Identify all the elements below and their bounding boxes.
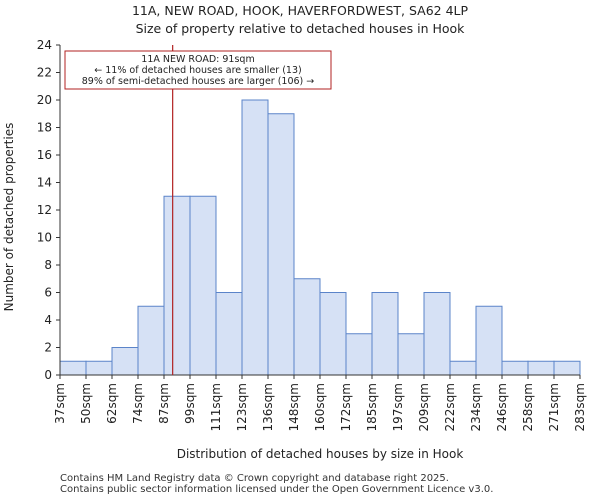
y-tick-label: 16 (37, 148, 52, 162)
x-tick-label: 111sqm (209, 383, 223, 431)
annotation-line: ← 11% of detached houses are smaller (13… (94, 65, 301, 76)
x-tick-label: 87sqm (157, 383, 171, 424)
x-tick-label: 62sqm (105, 383, 119, 424)
x-tick-label: 148sqm (287, 383, 301, 431)
x-tick-label: 234sqm (469, 383, 483, 431)
bar (397, 333, 425, 376)
footer-line-2: Contains public sector information licen… (60, 484, 494, 495)
bar (241, 99, 269, 376)
x-tick-label: 37sqm (53, 383, 67, 424)
x-tick-label: 283sqm (573, 383, 587, 431)
bar (553, 360, 581, 376)
chart-title: 11A, NEW ROAD, HOOK, HAVERFORDWEST, SA62… (131, 3, 469, 18)
x-tick-label: 222sqm (443, 383, 457, 431)
y-axis-label: Number of detached properties (2, 123, 16, 312)
x-tick-label: 209sqm (417, 383, 431, 431)
y-tick-label: 6 (44, 286, 52, 300)
y-tick-label: 8 (44, 258, 52, 272)
x-tick-label: 172sqm (339, 383, 353, 431)
bar (319, 292, 347, 376)
bar (371, 292, 399, 376)
bar (215, 292, 243, 376)
bar (85, 360, 113, 376)
bar (501, 360, 529, 376)
annotation-line: 89% of semi-detached houses are larger (… (82, 76, 315, 87)
annotation-box (64, 50, 332, 90)
bar (189, 195, 217, 376)
bar (59, 360, 87, 376)
x-tick-label: 123sqm (235, 383, 249, 431)
x-tick-label: 271sqm (547, 383, 561, 431)
bar (449, 360, 477, 376)
y-tick-label: 18 (37, 121, 52, 135)
y-tick-label: 12 (37, 203, 52, 217)
y-tick-label: 22 (37, 66, 52, 80)
bar (163, 195, 191, 376)
bar (293, 278, 321, 376)
bar (527, 360, 555, 376)
x-tick-label: 185sqm (365, 383, 379, 431)
bar (137, 305, 165, 376)
y-tick-label: 20 (37, 93, 52, 107)
x-tick-label: 74sqm (131, 383, 145, 424)
bar (423, 292, 451, 376)
x-tick-label: 197sqm (391, 383, 405, 431)
y-tick-label: 10 (37, 231, 52, 245)
x-tick-label: 136sqm (261, 383, 275, 431)
x-tick-label: 99sqm (183, 383, 197, 424)
x-tick-label: 160sqm (313, 383, 327, 431)
x-tick-label: 258sqm (521, 383, 535, 431)
x-axis-label: Distribution of detached houses by size … (177, 447, 464, 461)
y-tick-label: 0 (44, 368, 52, 382)
x-tick-label: 50sqm (79, 383, 93, 424)
chart-subtitle: Size of property relative to detached ho… (135, 21, 465, 36)
x-tick-label: 246sqm (495, 383, 509, 431)
bar (345, 333, 373, 376)
y-tick-label: 4 (44, 313, 52, 327)
annotation-line: 11A NEW ROAD: 91sqm (141, 54, 254, 65)
bar (475, 305, 503, 376)
bar (267, 113, 295, 376)
y-tick-label: 14 (37, 176, 52, 190)
bar (111, 347, 139, 376)
footer-line-1: Contains HM Land Registry data © Crown c… (60, 473, 449, 484)
y-tick-label: 24 (37, 38, 52, 52)
y-tick-label: 2 (44, 341, 52, 355)
